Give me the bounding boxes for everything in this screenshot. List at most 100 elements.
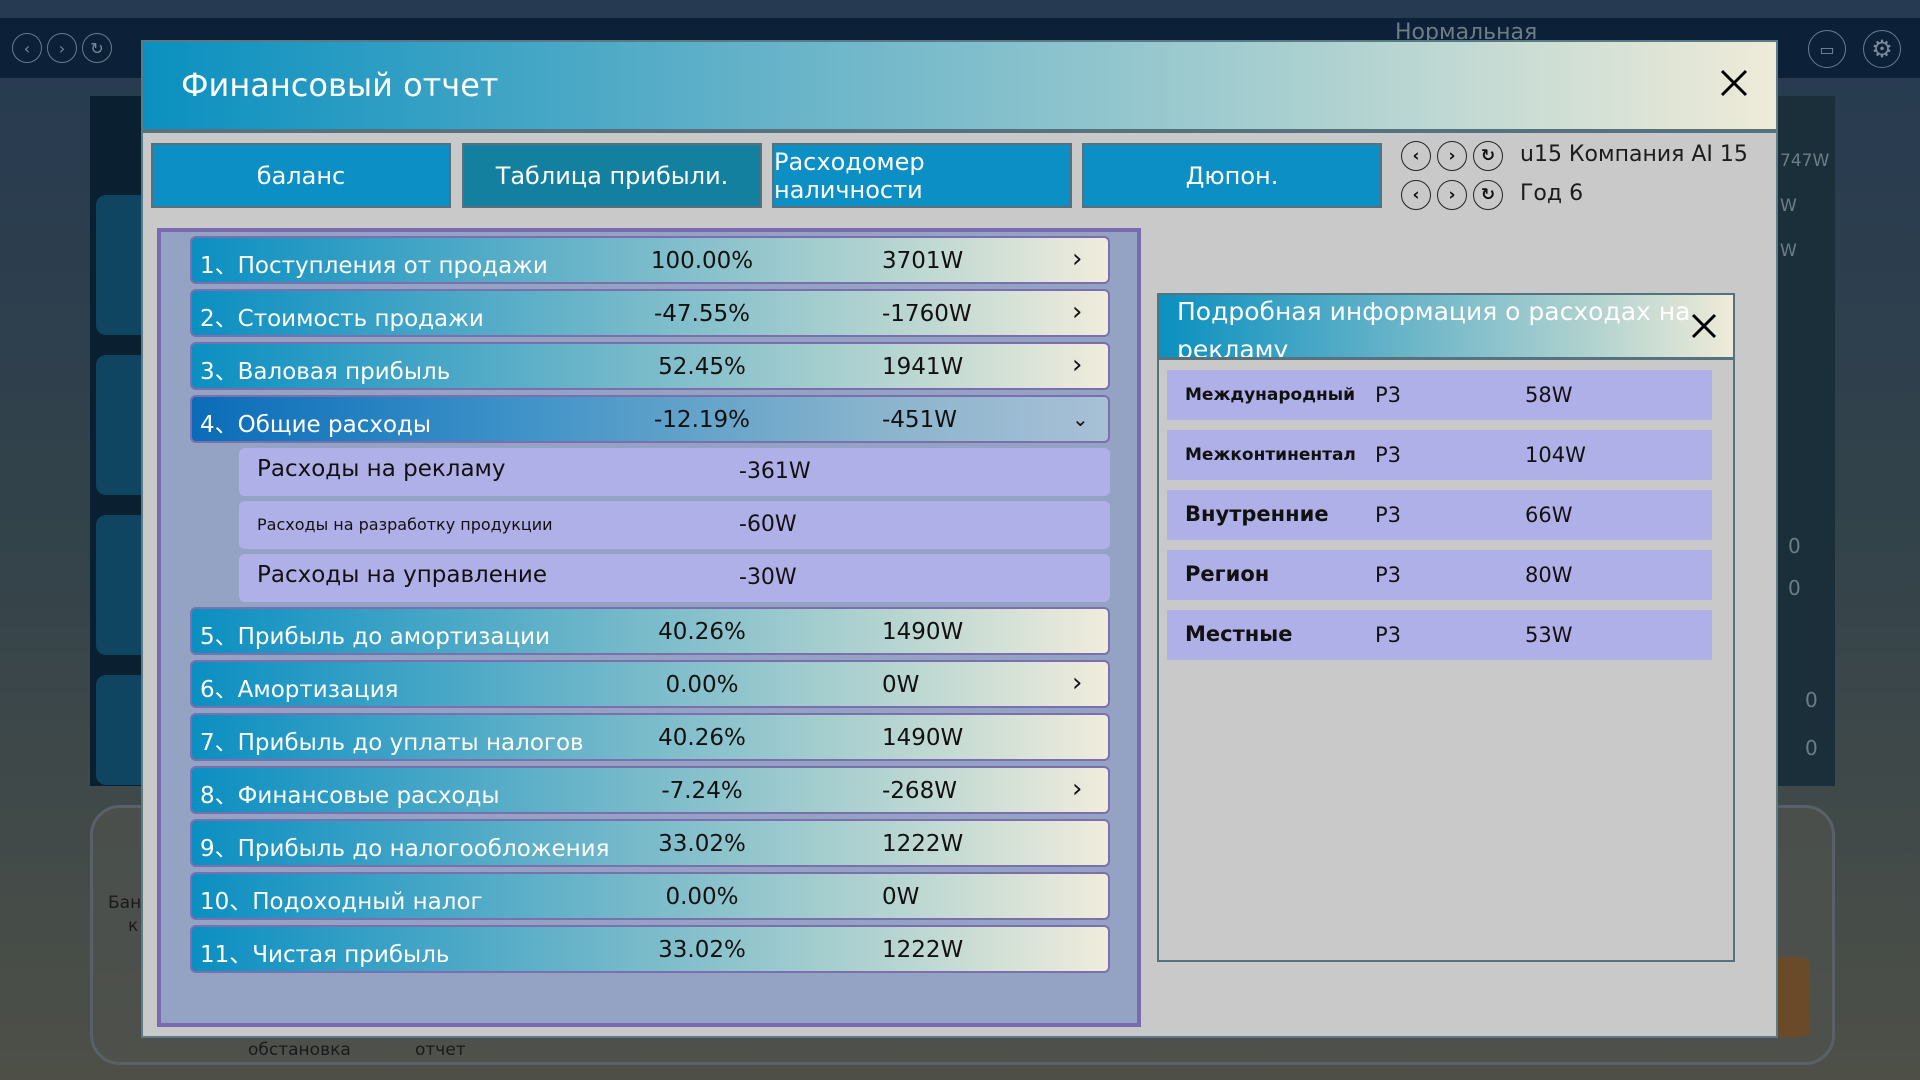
row-value: 0W xyxy=(882,672,920,698)
ad-value: 58W xyxy=(1525,383,1573,407)
close-icon[interactable] xyxy=(1691,313,1717,339)
background-value: 0 xyxy=(1788,576,1801,600)
market-name: Регион xyxy=(1185,562,1270,586)
row-percent: 52.45% xyxy=(658,354,746,380)
row-percent: -47.55% xyxy=(654,301,750,327)
ad-details-panel: Подробная информация о расходах на рекла… xyxy=(1157,293,1735,962)
row-label: 7、Прибыль до уплаты налогов xyxy=(200,730,584,756)
dialog-header: Финансовый отчет xyxy=(143,42,1776,133)
sub-row-label: Расходы на управление xyxy=(257,562,547,588)
background-value: 747W xyxy=(1780,151,1830,171)
row-value: 1222W xyxy=(882,831,964,857)
table-row[interactable]: 3、Валовая прибыль 52.45% 1941W › xyxy=(190,342,1110,390)
background-label: к xyxy=(128,916,139,936)
row-value: 1490W xyxy=(882,619,964,645)
sub-row-advertising[interactable]: Расходы на рекламу -361W xyxy=(239,448,1110,496)
ad-details-header: Подробная информация о расходах на рекла… xyxy=(1159,295,1733,360)
year-next-icon[interactable]: › xyxy=(1437,180,1467,210)
year-refresh-icon[interactable]: ↻ xyxy=(1473,180,1503,210)
list-item: Местные P3 53W xyxy=(1167,610,1712,660)
sub-row-management[interactable]: Расходы на управление -30W xyxy=(239,554,1110,602)
year-label: Год 6 xyxy=(1520,181,1584,206)
table-row-expanded[interactable]: 4、Общие расходы -12.19% -451W ⌄ xyxy=(190,395,1110,443)
list-item: Международный P3 58W xyxy=(1167,370,1712,420)
refresh-icon: ↻ xyxy=(82,33,112,63)
company-label: u15 Компания AI 15 xyxy=(1520,142,1748,167)
table-row[interactable]: 2、Стоимость продажи -47.55% -1760W › xyxy=(190,289,1110,337)
chevron-right-icon[interactable]: › xyxy=(1072,350,1083,380)
table-row: 9、Прибыль до налогообложения 33.02% 1222W xyxy=(190,819,1110,867)
market-name: Местные xyxy=(1185,622,1293,646)
ad-value: 80W xyxy=(1525,563,1573,587)
back-icon: ‹ xyxy=(12,33,42,63)
product-name: P3 xyxy=(1375,503,1402,527)
chevron-right-icon[interactable]: › xyxy=(1072,774,1083,804)
tab-cash-flow[interactable]: Расходомер наличности xyxy=(772,143,1072,208)
ad-value: 104W xyxy=(1525,443,1586,467)
chevron-right-icon[interactable]: › xyxy=(1072,244,1083,274)
list-item: Межконтинентал P3 104W xyxy=(1167,430,1712,480)
background-label: Бан xyxy=(108,893,142,913)
company-next-icon[interactable]: › xyxy=(1437,141,1467,171)
tab-profit-table[interactable]: Таблица прибыли. xyxy=(462,143,762,208)
row-percent: 100.00% xyxy=(650,248,754,274)
row-percent: 0.00% xyxy=(665,672,739,698)
row-label: 9、Прибыль до налогообложения xyxy=(200,836,610,862)
row-label: 11、Чистая прибыль xyxy=(200,942,450,968)
chevron-right-icon[interactable]: › xyxy=(1072,297,1083,327)
chevron-down-icon[interactable]: ⌄ xyxy=(1072,407,1089,431)
product-name: P3 xyxy=(1375,443,1402,467)
row-value: -1760W xyxy=(882,301,972,327)
row-label: 4、Общие расходы xyxy=(200,412,432,438)
product-name: P3 xyxy=(1375,623,1402,647)
market-name: Внутренние xyxy=(1185,502,1329,526)
row-value: 3701W xyxy=(882,248,964,274)
chevron-right-icon[interactable]: › xyxy=(1072,668,1083,698)
gear-icon: ⚙ xyxy=(1863,30,1901,68)
row-value: 1222W xyxy=(882,937,964,963)
row-percent: -12.19% xyxy=(654,407,750,433)
table-row[interactable]: 1、Поступления от продажи 100.00% 3701W › xyxy=(190,236,1110,284)
row-label: 2、Стоимость продажи xyxy=(200,306,484,332)
sub-row-rnd[interactable]: Расходы на разработку продукции -60W xyxy=(239,501,1110,549)
row-percent: 40.26% xyxy=(658,619,746,645)
row-label: 1、Поступления от продажи xyxy=(200,253,548,279)
row-label: 5、Прибыль до амортизации xyxy=(200,624,551,650)
background-value: 0 xyxy=(1805,736,1818,760)
sub-row-label: Расходы на разработку продукции xyxy=(257,515,553,534)
product-name: P3 xyxy=(1375,383,1402,407)
ad-value: 66W xyxy=(1525,503,1573,527)
profit-table-panel: 1、Поступления от продажи 100.00% 3701W › 2、… xyxy=(157,228,1141,1027)
background-value: W xyxy=(1780,241,1797,261)
table-row[interactable]: 6、Амортизация 0.00% 0W › xyxy=(190,660,1110,708)
list-item: Внутренние P3 66W xyxy=(1167,490,1712,540)
sub-row-value: -60W xyxy=(739,512,797,537)
row-percent: 0.00% xyxy=(665,884,739,910)
row-percent: 40.26% xyxy=(658,725,746,751)
tab-balance[interactable]: баланс xyxy=(151,143,451,208)
tab-dupont[interactable]: Дюпон. xyxy=(1082,143,1382,208)
row-value: -268W xyxy=(882,778,957,804)
dialog-title: Финансовый отчет xyxy=(181,66,499,104)
company-refresh-icon[interactable]: ↻ xyxy=(1473,141,1503,171)
row-label: 6、Амортизация xyxy=(200,677,399,703)
list-item: Регион P3 80W xyxy=(1167,550,1712,600)
table-row[interactable]: 8、Финансовые расходы -7.24% -268W › xyxy=(190,766,1110,814)
table-row: 7、Прибыль до уплаты налогов 40.26% 1490W xyxy=(190,713,1110,761)
background-label: обстановка xyxy=(248,1040,351,1060)
row-value: 1941W xyxy=(882,354,964,380)
close-icon[interactable] xyxy=(1719,68,1749,98)
row-label: 8、Финансовые расходы xyxy=(200,783,500,809)
row-label: 3、Валовая прибыль xyxy=(200,359,451,385)
row-value: 0W xyxy=(882,884,920,910)
table-row: 10、Подоходный налог 0.00% 0W xyxy=(190,872,1110,920)
background-button xyxy=(1775,957,1810,1037)
year-prev-icon[interactable]: ‹ xyxy=(1401,180,1431,210)
company-prev-icon[interactable]: ‹ xyxy=(1401,141,1431,171)
sub-row-value: -30W xyxy=(739,565,797,590)
ad-details-title: Подробная информация о расходах на рекла… xyxy=(1177,297,1691,360)
row-label: 10、Подоходный налог xyxy=(200,889,483,915)
sub-row-label: Расходы на рекламу xyxy=(257,456,506,482)
row-percent: 33.02% xyxy=(658,831,746,857)
market-name: Межконтинентал xyxy=(1185,445,1356,465)
